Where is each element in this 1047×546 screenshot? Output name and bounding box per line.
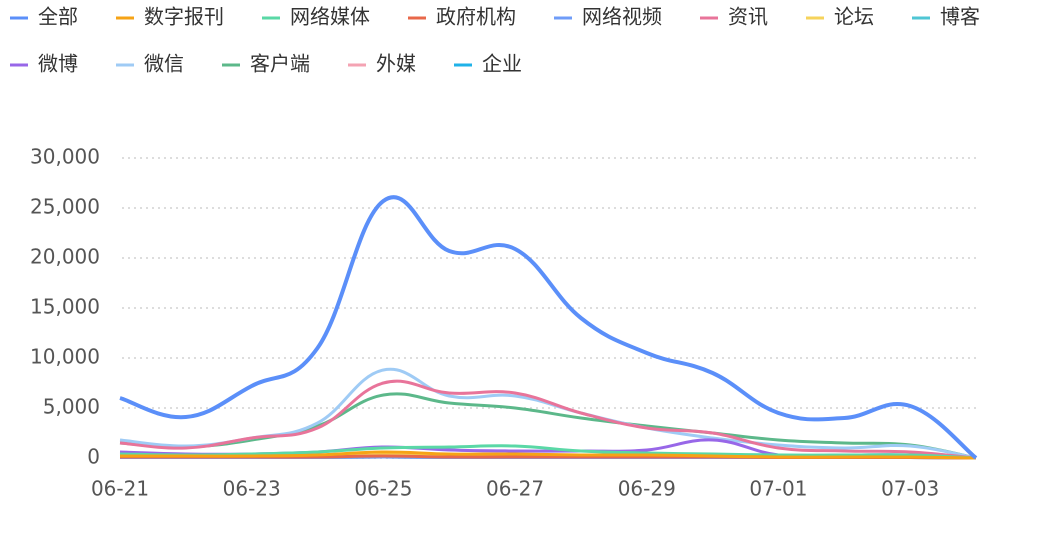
y-tick-label: 5,000	[43, 395, 100, 419]
y-tick-label: 0	[87, 445, 100, 469]
legend-label[interactable]: 企业	[482, 52, 522, 76]
legend-label[interactable]: 博客	[940, 5, 980, 29]
legend-label[interactable]: 政府机构	[436, 5, 516, 29]
legend-label[interactable]: 微博	[38, 52, 78, 76]
y-tick-label: 30,000	[30, 145, 100, 169]
x-tick-label: 06-25	[354, 477, 412, 501]
x-tick-label: 06-23	[223, 477, 281, 501]
series-line	[119, 444, 977, 460]
legend-label[interactable]: 资讯	[728, 5, 768, 29]
legend-label[interactable]: 网络媒体	[290, 5, 370, 29]
x-tick-label: 06-21	[91, 477, 149, 501]
x-tick-label: 06-27	[486, 477, 544, 501]
x-tick-label: 06-29	[618, 477, 676, 501]
y-tick-label: 20,000	[30, 245, 100, 269]
legend-label[interactable]: 论坛	[834, 5, 874, 29]
legend-label[interactable]: 全部	[38, 5, 78, 29]
series-line	[119, 379, 977, 460]
legend-label[interactable]: 外媒	[376, 52, 416, 76]
y-tick-label: 10,000	[30, 345, 100, 369]
series-line	[119, 392, 977, 460]
series-line	[119, 195, 978, 460]
x-tick-label: 07-03	[881, 477, 939, 501]
legend-label[interactable]: 客户端	[250, 52, 310, 76]
y-tick-label: 25,000	[30, 195, 100, 219]
x-tick-label: 07-01	[749, 477, 807, 501]
legend-label[interactable]: 微信	[144, 52, 184, 76]
legend-label[interactable]: 数字报刊	[144, 5, 224, 29]
y-tick-label: 15,000	[30, 295, 100, 319]
legend-label[interactable]: 网络视频	[582, 5, 662, 29]
series-line	[120, 450, 977, 460]
